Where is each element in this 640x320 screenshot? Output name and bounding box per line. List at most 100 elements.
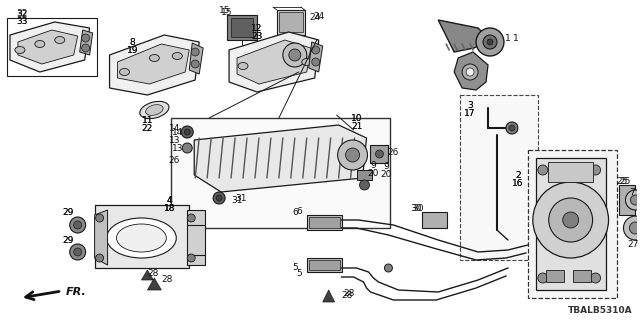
Text: 20: 20 <box>368 169 379 178</box>
Text: 8: 8 <box>129 37 135 46</box>
Text: 15: 15 <box>221 7 233 17</box>
Polygon shape <box>95 210 108 265</box>
Circle shape <box>509 125 515 131</box>
Circle shape <box>591 165 600 175</box>
Text: 16: 16 <box>512 179 524 188</box>
Text: 14: 14 <box>168 124 180 132</box>
Circle shape <box>487 39 493 45</box>
Text: 10: 10 <box>351 114 362 123</box>
Circle shape <box>74 221 82 229</box>
Polygon shape <box>79 30 93 55</box>
Circle shape <box>289 49 301 61</box>
Text: 28: 28 <box>162 276 173 284</box>
Circle shape <box>385 264 392 272</box>
Text: 25: 25 <box>617 177 628 186</box>
Circle shape <box>376 150 383 158</box>
Text: 2: 2 <box>515 171 521 180</box>
Text: 7: 7 <box>630 188 636 196</box>
Circle shape <box>74 248 82 256</box>
Bar <box>528 150 618 298</box>
Circle shape <box>82 44 90 52</box>
Bar <box>460 95 538 260</box>
Text: 30: 30 <box>411 204 422 212</box>
Text: 23: 23 <box>252 31 262 41</box>
Polygon shape <box>141 270 154 280</box>
Text: 25: 25 <box>620 177 631 186</box>
Text: 28: 28 <box>343 289 355 298</box>
Circle shape <box>188 214 195 222</box>
Circle shape <box>191 48 199 56</box>
Bar <box>308 217 340 228</box>
Ellipse shape <box>15 46 25 53</box>
Bar <box>422 212 447 228</box>
Text: 6: 6 <box>292 207 298 217</box>
Text: 3: 3 <box>467 100 473 109</box>
Circle shape <box>182 143 192 153</box>
Circle shape <box>188 254 195 262</box>
Ellipse shape <box>146 105 163 116</box>
Text: 27: 27 <box>628 239 639 249</box>
Text: 10: 10 <box>351 114 362 123</box>
Circle shape <box>533 182 609 258</box>
Text: 11: 11 <box>141 116 153 124</box>
Text: 19: 19 <box>127 45 138 54</box>
Text: 26: 26 <box>388 148 399 156</box>
Text: 31: 31 <box>231 196 243 204</box>
Ellipse shape <box>107 218 176 258</box>
Bar <box>546 270 564 282</box>
Circle shape <box>338 140 367 170</box>
Text: 12: 12 <box>252 23 262 33</box>
Polygon shape <box>10 22 90 72</box>
Text: 29: 29 <box>62 207 74 217</box>
Text: 9: 9 <box>371 161 376 170</box>
Text: 9: 9 <box>383 162 389 171</box>
Polygon shape <box>18 30 77 64</box>
Ellipse shape <box>55 36 65 44</box>
Text: 26: 26 <box>168 156 180 164</box>
Text: 5: 5 <box>292 263 298 273</box>
Text: 13: 13 <box>168 135 180 145</box>
Bar <box>172 118 390 228</box>
Circle shape <box>95 214 104 222</box>
Text: 12: 12 <box>252 23 262 33</box>
Bar <box>7 18 97 76</box>
Circle shape <box>70 217 86 233</box>
Text: 1: 1 <box>513 34 519 43</box>
Circle shape <box>312 46 320 54</box>
Bar <box>188 210 205 265</box>
Bar <box>308 260 340 270</box>
Circle shape <box>483 35 497 49</box>
Bar <box>536 158 605 290</box>
Polygon shape <box>118 44 189 84</box>
Circle shape <box>548 198 593 242</box>
Text: 4: 4 <box>166 196 172 204</box>
Circle shape <box>312 58 320 66</box>
Ellipse shape <box>302 59 312 66</box>
Text: FR.: FR. <box>66 287 86 297</box>
Text: 24: 24 <box>313 12 324 20</box>
Text: 16: 16 <box>512 179 524 188</box>
Text: 19: 19 <box>127 45 138 54</box>
Text: 31: 31 <box>236 194 247 203</box>
Text: 23: 23 <box>252 31 262 41</box>
Text: 21: 21 <box>351 122 362 131</box>
Ellipse shape <box>238 62 248 69</box>
Circle shape <box>506 122 518 134</box>
Text: 28: 28 <box>341 292 352 300</box>
Text: 29: 29 <box>62 236 74 244</box>
Ellipse shape <box>116 224 166 252</box>
Text: 30: 30 <box>413 204 424 212</box>
Circle shape <box>283 43 307 67</box>
Circle shape <box>216 195 222 201</box>
Text: 28: 28 <box>148 268 159 277</box>
Ellipse shape <box>120 68 129 76</box>
Circle shape <box>623 216 640 240</box>
Circle shape <box>95 254 104 262</box>
Polygon shape <box>438 20 486 52</box>
Polygon shape <box>147 278 161 290</box>
Circle shape <box>70 244 86 260</box>
Bar <box>371 145 388 163</box>
Circle shape <box>466 68 474 76</box>
Circle shape <box>82 34 90 42</box>
Polygon shape <box>454 52 488 90</box>
